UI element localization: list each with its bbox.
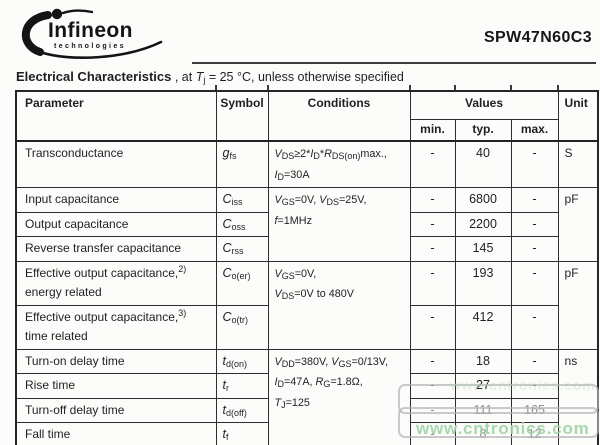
min-value-cell: - bbox=[409, 348, 456, 374]
symbol-cell: td(off) bbox=[215, 397, 269, 423]
watermark: www.cntronics.com bbox=[416, 419, 590, 438]
max-value-cell: - bbox=[510, 140, 559, 188]
border-tick bbox=[510, 85, 512, 90]
watermark-ghost: www.cntronics.com bbox=[450, 377, 596, 393]
border-tick bbox=[267, 85, 269, 90]
min-value-cell: - bbox=[409, 140, 456, 188]
max-value-cell: - bbox=[510, 348, 559, 374]
header-rule bbox=[192, 62, 596, 64]
min-value-cell: - bbox=[409, 260, 456, 306]
table-row: Effective output capacitance,2) energy re… bbox=[15, 260, 599, 350]
typ-value-cell: 40 bbox=[454, 140, 512, 188]
parameter-cell: Input capacitance bbox=[15, 187, 217, 213]
col-header-unit: Unit bbox=[557, 90, 599, 142]
border-tick bbox=[557, 85, 559, 90]
table-row: Turn-off delay time td(off) -111 165 bbox=[15, 397, 598, 423]
min-value-cell: - bbox=[409, 236, 456, 262]
table-row: Reverse transfer capacitance Crss -145- bbox=[15, 236, 598, 262]
col-header-conditions: Conditions bbox=[267, 90, 411, 142]
max-value-cell: - bbox=[510, 304, 559, 350]
parameter-cell: Turn-off delay time bbox=[15, 397, 217, 423]
scan-artifact-box bbox=[398, 384, 599, 414]
symbol-cell: Ciss bbox=[215, 187, 269, 213]
col-header-typ: typ. bbox=[454, 119, 512, 142]
symbol-cell: Coss bbox=[215, 211, 269, 237]
parameter-cell: Effective output capacitance,3) time rela… bbox=[15, 304, 217, 350]
typ-value-cell: 18 bbox=[454, 348, 512, 374]
typ-value-cell: 2200 bbox=[454, 211, 512, 237]
table-row: Input capacitance Ciss VGS=0V, VDS=25V, f=1… bbox=[15, 187, 599, 262]
conditions-cell: VGS=0V, VDS=25V, f=1MHz bbox=[267, 187, 411, 262]
symbol-cell: gfs bbox=[215, 140, 269, 188]
unit-cell: S bbox=[557, 140, 599, 188]
electrical-characteristics-table: Parameter Symbol Conditions Values Unit … bbox=[15, 90, 600, 445]
typ-value-cell: 111 bbox=[454, 397, 512, 423]
conditions-cell: VDS≥2*ID*RDS(on)max., ID=30A bbox=[267, 140, 411, 188]
col-header-values: Values bbox=[409, 90, 559, 120]
symbol-cell: Co(er) bbox=[215, 260, 269, 306]
table-row: Turn-on delay time td(on) VDD=380V, VGS=0/… bbox=[15, 348, 599, 445]
conditions-cell: VGS=0V, VDS=0V to 480V bbox=[267, 260, 411, 350]
table-row: Effective output capacitance,3) time rela… bbox=[15, 304, 598, 350]
symbol-cell: td(on) bbox=[215, 348, 269, 374]
typ-value-cell: 145 bbox=[454, 236, 512, 262]
section-title: Electrical Characteristics bbox=[16, 69, 172, 84]
border-tick bbox=[454, 85, 456, 90]
symbol-cell: tr bbox=[215, 373, 269, 399]
col-header-max: max. bbox=[510, 119, 559, 142]
infineon-logo: Infineon technologies bbox=[8, 2, 178, 64]
part-number: SPW47N60C3 bbox=[483, 29, 592, 46]
parameter-cell: Rise time bbox=[15, 373, 217, 399]
typ-value-cell: 412 bbox=[454, 304, 512, 350]
section-subtitle: , at Tj = 25 °C, unless otherwise specif… bbox=[171, 70, 404, 85]
max-value-cell: - bbox=[510, 236, 559, 262]
scan-artifact-box bbox=[398, 407, 599, 438]
max-value-cell: - bbox=[510, 260, 559, 306]
parameter-cell: Reverse transfer capacitance bbox=[15, 236, 217, 262]
min-value-cell: - bbox=[409, 304, 456, 350]
parameter-cell: Turn-on delay time bbox=[15, 348, 217, 374]
symbol-cell: Co(tr) bbox=[215, 304, 269, 350]
border-tick bbox=[215, 85, 217, 90]
symbol-cell: tf bbox=[215, 422, 269, 445]
parameter-cell: Transconductance bbox=[15, 140, 217, 188]
symbol-cell: Crss bbox=[215, 236, 269, 262]
min-value-cell: - bbox=[409, 397, 456, 423]
table-row: Transconductance gfs VDS≥2*ID*RDS(on)max.,… bbox=[15, 140, 599, 188]
parameter-cell: Effective output capacitance,2) energy re… bbox=[15, 260, 217, 306]
col-header-symbol: Symbol bbox=[215, 90, 269, 142]
logo-sub-text: technologies bbox=[54, 43, 126, 50]
unit-cell: pF bbox=[557, 187, 599, 262]
parameter-cell: Output capacitance bbox=[15, 211, 217, 237]
logo-brand-text: Infineon bbox=[48, 19, 133, 42]
min-value-cell: - bbox=[409, 187, 456, 213]
min-value-cell: - bbox=[409, 211, 456, 237]
col-header-min: min. bbox=[409, 119, 456, 142]
typ-value-cell: 193 bbox=[454, 260, 512, 306]
table-header-row: Parameter Symbol Conditions Values Unit bbox=[15, 90, 599, 142]
conditions-cell: VDD=380V, VGS=0/13V, ID=47A, RG=1.8Ω, TJ=1… bbox=[267, 348, 411, 445]
parameter-cell: Fall time bbox=[15, 422, 217, 445]
border-tick bbox=[409, 85, 411, 90]
max-value-cell: - bbox=[510, 211, 559, 237]
logo-swoosh-icon bbox=[21, 8, 163, 59]
unit-cell: pF bbox=[557, 260, 599, 350]
table-row: Output capacitance Coss -2200- bbox=[15, 211, 598, 237]
col-header-parameter: Parameter bbox=[15, 90, 217, 142]
max-value-cell: - bbox=[510, 187, 559, 213]
section-title-line: Electrical Characteristics , at Tj = 25 … bbox=[16, 69, 404, 85]
typ-value-cell: 6800 bbox=[454, 187, 512, 213]
